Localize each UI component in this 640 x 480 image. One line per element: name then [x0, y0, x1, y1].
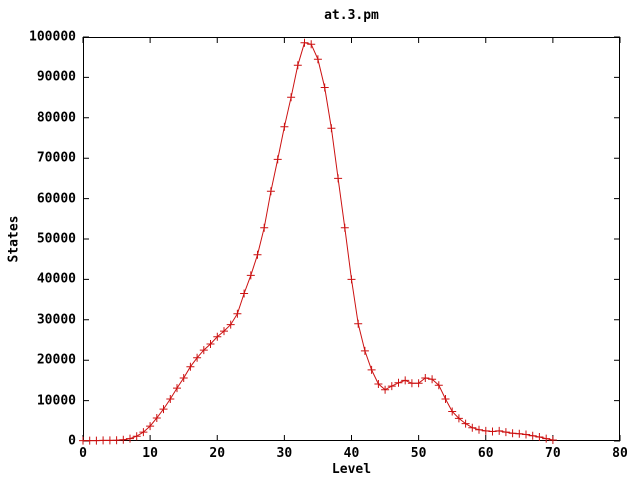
y-tick-label: 90000	[36, 69, 76, 85]
x-tick-label: 30	[276, 446, 293, 461]
y-tick-label: 70000	[36, 150, 76, 166]
y-tick-label: 100000	[29, 29, 76, 45]
x-tick-label: 20	[209, 446, 226, 461]
y-tick-label: 40000	[36, 271, 76, 287]
plot-border	[83, 37, 620, 441]
x-tick-label: 80	[612, 446, 628, 461]
y-tick-label: 10000	[36, 393, 76, 409]
plot-area	[79, 36, 621, 445]
x-tick-label: 10	[142, 446, 158, 461]
tick-marks	[82, 36, 621, 442]
x-tick-label: 0	[79, 446, 87, 461]
data-markers	[79, 38, 557, 445]
y-tick-label: 0	[68, 433, 76, 449]
x-tick-label: 60	[477, 446, 494, 461]
chart-title: at.3.pm	[324, 8, 379, 23]
x-tick-label: 50	[410, 446, 427, 461]
y-tick-label: 50000	[36, 231, 76, 247]
data-line	[83, 42, 554, 442]
y-tick-label: 80000	[36, 110, 76, 126]
y-tick-label: 20000	[36, 352, 76, 368]
x-axis-label: Level	[331, 462, 372, 477]
y-tick-label: 60000	[36, 191, 76, 207]
x-tick-label: 70	[545, 446, 561, 461]
x-tick-label: 40	[343, 446, 360, 461]
y-tick-label: 30000	[36, 312, 76, 328]
